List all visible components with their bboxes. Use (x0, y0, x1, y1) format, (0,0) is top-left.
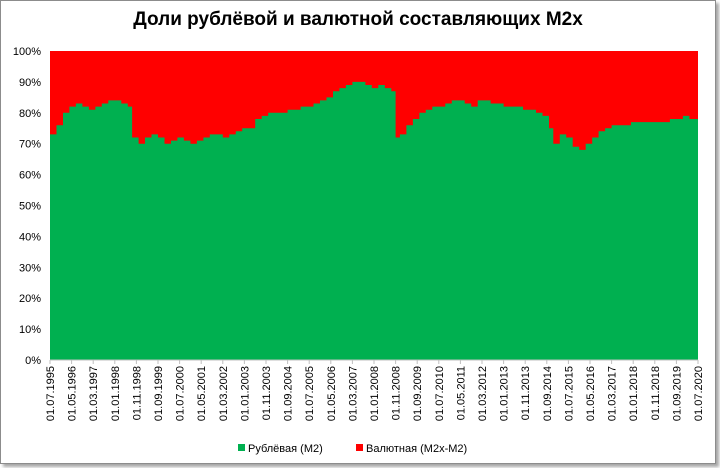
y-tick-label: 40% (19, 231, 41, 243)
x-tick-label: 01.03.1997 (88, 366, 100, 421)
chart-title: Доли рублёвой и валютной составляющих M2… (133, 9, 583, 30)
y-tick-label: 90% (19, 77, 41, 89)
y-tick-label: 50% (19, 201, 41, 213)
x-tick-label: 01.07.2000 (175, 366, 187, 421)
x-tick-label: 01.05.2001 (196, 366, 208, 421)
x-tick-label: 01.05.2011 (455, 366, 467, 420)
x-tick-label: 01.09.1999 (153, 366, 165, 421)
x-tick-label: 01.11.2003 (261, 366, 273, 420)
legend-swatch (238, 444, 245, 451)
x-tick-label: 01.11.2008 (391, 366, 403, 420)
rub-area (50, 81, 698, 361)
x-tick-label: 01.05.2016 (585, 366, 597, 421)
legend: Рублёвая (M2) Валютная (M2x-M2) (238, 443, 467, 455)
legend-label: Рублёвая (M2) (248, 443, 323, 455)
legend-label: Валютная (M2x-M2) (366, 443, 467, 455)
y-tick-label: 80% (19, 108, 41, 120)
x-tick-label: 01.09.2014 (542, 366, 554, 421)
x-tick-label: 01.07.2020 (693, 366, 705, 421)
y-tick-label: 0% (25, 355, 41, 367)
x-tick-label: 01.11.2018 (650, 366, 662, 420)
x-tick-label: 01.01.2013 (499, 366, 511, 421)
legend-swatch (356, 444, 363, 451)
x-tick-label: 01.05.2006 (326, 366, 338, 421)
y-axis: 0% 10% 20% 30% 40% 50% 60% 70% 80% 90% 100% (13, 46, 41, 367)
x-tick-label: 01.09.2009 (412, 366, 424, 421)
y-tick-label: 10% (19, 324, 41, 336)
x-tick-label: 01.11.1998 (131, 366, 143, 420)
x-tick-label: 01.01.2008 (369, 366, 381, 421)
y-tick-label: 30% (19, 262, 41, 274)
x-tick-label: 01.03.2007 (347, 366, 359, 421)
y-tick-label: 100% (13, 46, 41, 58)
x-tick-label: 01.01.1998 (110, 366, 122, 421)
x-tick-label: 01.01.2003 (239, 366, 251, 421)
x-tick-label: 01.09.2004 (283, 366, 295, 421)
y-tick-label: 20% (19, 293, 41, 305)
x-axis: 01.07.1995 01.05.1996 01.03.1997 01.01.1998… (45, 359, 705, 421)
x-tick-label: 01.07.2010 (434, 366, 446, 421)
x-tick-label: 01.03.2002 (218, 366, 230, 421)
x-tick-label: 01.09.2019 (671, 366, 683, 421)
x-tick-label: 01.03.2012 (477, 366, 489, 421)
y-tick-label: 70% (19, 139, 41, 151)
x-tick-label: 01.07.2015 (563, 366, 575, 421)
rub-share-area (50, 81, 698, 361)
x-tick-label: 01.07.2005 (304, 366, 316, 421)
x-tick-label: 01.07.1995 (45, 366, 57, 421)
x-tick-label: 01.03.2017 (607, 366, 619, 421)
x-tick-label: 01.11.2013 (520, 366, 532, 420)
chart-svg: 0% 10% 20% 30% 40% 50% 60% 70% 80% 90% 100% 01.07.… (13, 46, 705, 455)
x-tick-label: 01.01.2018 (628, 366, 640, 421)
y-tick-label: 60% (19, 170, 41, 182)
x-tick-label: 01.05.1996 (67, 366, 79, 421)
